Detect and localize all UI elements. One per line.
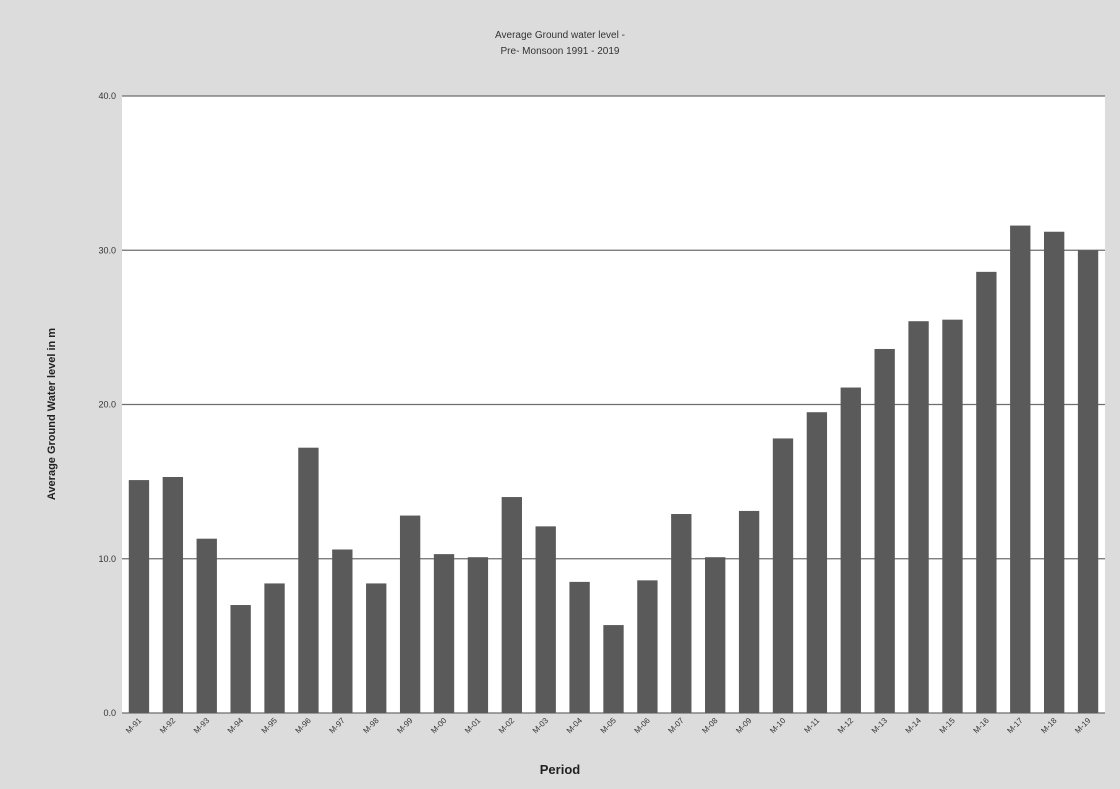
- x-tick-label: M-14: [904, 716, 924, 736]
- x-tick-label: M-03: [531, 716, 551, 736]
- x-tick-label: M-10: [768, 716, 788, 736]
- bar: [467, 557, 489, 713]
- x-tick-label: M-98: [361, 716, 381, 736]
- bar: [128, 480, 150, 713]
- x-tick-label: M-92: [158, 716, 178, 736]
- x-tick-label: M-15: [938, 716, 958, 736]
- x-tick-label: M-05: [599, 716, 619, 736]
- bar: [637, 580, 658, 713]
- y-tick-label: 10.0: [98, 554, 116, 564]
- x-tick-label: M-95: [260, 716, 280, 736]
- bar: [264, 583, 285, 713]
- y-tick-label: 20.0: [98, 400, 116, 410]
- bar: [1043, 231, 1065, 714]
- chart-subtitle: Pre- Monsoon 1991 - 2019: [500, 46, 620, 57]
- bar: [942, 319, 963, 713]
- bar: [366, 583, 387, 713]
- x-tick-label: M-09: [734, 716, 754, 736]
- x-tick-label: M-19: [1073, 716, 1093, 736]
- bar: [772, 438, 794, 713]
- bar: [738, 510, 760, 713]
- x-tick-label: M-00: [429, 716, 449, 736]
- chart-title: Average Ground water level -: [495, 30, 625, 41]
- bar: [162, 476, 184, 713]
- x-tick-label: M-11: [802, 716, 821, 735]
- bar: [976, 271, 997, 713]
- bar: [908, 321, 929, 713]
- bar: [535, 526, 556, 713]
- bar: [1077, 250, 1099, 713]
- x-tick-label: M-04: [565, 716, 585, 736]
- x-axis-label: Period: [539, 762, 581, 777]
- bar: [874, 348, 895, 713]
- x-tick-label: M-93: [192, 716, 212, 736]
- x-tick-label: M-12: [836, 716, 856, 736]
- bar: [671, 514, 692, 713]
- bar: [433, 554, 455, 713]
- bar: [603, 625, 624, 713]
- bar: [501, 497, 522, 713]
- bar: [705, 557, 726, 713]
- bar: [196, 538, 217, 713]
- bar: [230, 605, 251, 713]
- x-tick-label: M-13: [870, 716, 890, 736]
- x-tick-label: M-02: [497, 716, 517, 736]
- x-tick-label: M-17: [1005, 716, 1025, 736]
- bar: [399, 515, 421, 713]
- bar: [569, 581, 590, 713]
- bar: [332, 549, 353, 713]
- x-tick-label: M-08: [700, 716, 720, 736]
- x-tick-label: M-94: [226, 716, 246, 736]
- y-tick-label: 40.0: [98, 91, 116, 101]
- x-tick-label: M-91: [124, 716, 144, 736]
- bar: [806, 412, 828, 713]
- x-tick-label: M-96: [294, 716, 314, 736]
- x-tick-label: M-16: [972, 716, 992, 736]
- x-tick-label: M-07: [666, 716, 686, 736]
- x-tick-label: M-01: [463, 716, 483, 736]
- bar: [1010, 225, 1031, 713]
- x-tick-label: M-06: [633, 716, 653, 736]
- x-tick-label: M-18: [1039, 716, 1059, 736]
- chart-title-block: Average Ground water level - Pre- Monsoo…: [0, 28, 1120, 60]
- y-tick-label: 30.0: [98, 245, 116, 255]
- bar: [298, 447, 319, 713]
- bar: [840, 387, 861, 713]
- x-tick-label: M-99: [395, 716, 415, 736]
- y-tick-label: 0.0: [103, 708, 116, 718]
- x-tick-label: M-97: [327, 716, 347, 736]
